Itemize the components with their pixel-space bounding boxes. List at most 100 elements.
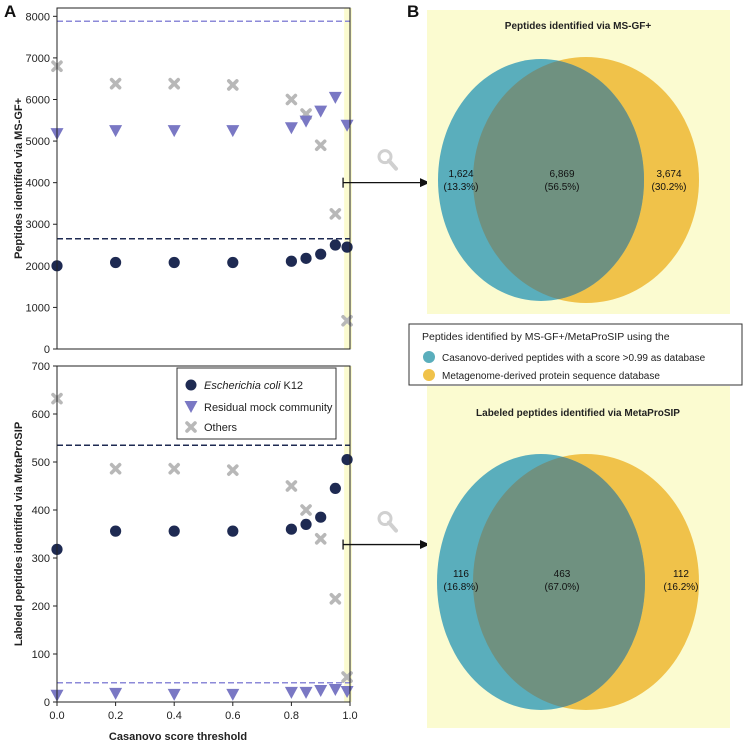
y-tick-label: 500 <box>32 457 50 469</box>
others-point <box>168 77 180 90</box>
ecoli-point <box>110 525 122 537</box>
venn-top-overlap-pct: (56.5%) <box>544 182 579 193</box>
others-point <box>227 79 239 91</box>
mock-point <box>167 688 181 701</box>
ecoli-point <box>168 256 180 269</box>
others-point <box>314 139 327 152</box>
scatter-legend: Escherichia coli K12 Residual mock commu… <box>176 367 337 440</box>
venn-legend-title: Peptides identified by MS-GF+/MetaProSIP… <box>422 331 670 343</box>
venn-top-right-count: 3,674 <box>656 169 681 180</box>
mock-point <box>328 684 342 697</box>
magnifier-icon <box>377 149 398 171</box>
y-tick-label: 7000 <box>26 53 50 65</box>
top-pointer <box>342 149 430 188</box>
legend-others-x <box>185 421 197 433</box>
legend-others-label: Others <box>204 422 238 434</box>
mock-point <box>299 686 313 699</box>
venn-bottom-left-count: 116 <box>453 569 469 580</box>
bottom-x-axis-label: Casanovo score threshold <box>109 731 247 743</box>
venn-bottom-left-pct: (16.8%) <box>443 582 478 593</box>
others-point <box>109 77 122 90</box>
top-y-axis-label: Peptides identified via MS-GF+ <box>13 98 25 259</box>
venn-legend-right-label: Metagenome-derived protein sequence data… <box>442 371 660 382</box>
bottom-pointer <box>342 511 430 550</box>
y-tick-label: 1000 <box>26 302 50 314</box>
bottom-x-axis: 0.0 0.2 0.4 0.6 0.8 1.0 <box>49 702 358 722</box>
mock-point <box>167 125 181 138</box>
bottom-reference-lines <box>57 444 350 684</box>
arrow-to-venn <box>342 177 430 188</box>
bottom-highlight-band <box>344 366 352 702</box>
venn-top-left-pct: (13.3%) <box>443 182 478 193</box>
panel-label-a: A <box>4 2 16 21</box>
y-tick-label: 700 <box>32 361 50 373</box>
x-tick-label: 1.0 <box>342 710 357 722</box>
legend-ecoli-italic: Escherichia coli <box>204 380 281 392</box>
others-point <box>285 480 298 492</box>
venn-legend: Peptides identified by MS-GF+/MetaProSIP… <box>408 323 743 386</box>
venn-top-overlap-count: 6,869 <box>549 169 574 180</box>
ecoli-point <box>110 256 122 269</box>
others-point <box>300 504 312 516</box>
y-tick-label: 200 <box>32 601 50 613</box>
venn-bottom-overlap-count: 463 <box>554 569 571 580</box>
venn-legend-left-label: Casanovo-derived peptides with a score >… <box>442 353 706 364</box>
y-tick-label: 2000 <box>26 261 50 273</box>
mock-point <box>314 684 328 697</box>
bottom-scatter-chart: 0 100 200 300 400 500 600 700 0.0 0.2 0.4 0.6 0.8 1.… <box>13 361 430 743</box>
top-scatter-chart: 0 1000 2000 3000 4000 5000 6000 7000 8000 Peptid… <box>13 7 430 356</box>
y-tick-label: 400 <box>32 505 50 517</box>
x-tick-label: 0.2 <box>108 710 123 722</box>
mock-point <box>284 686 298 699</box>
mock-point <box>109 687 123 700</box>
y-tick-label: 3000 <box>26 219 50 231</box>
ecoli-point <box>227 256 239 269</box>
x-tick-label: 0.6 <box>225 710 240 722</box>
venn-top-left-count: 1,624 <box>448 169 473 180</box>
bottom-y-axis-label: Labeled peptides identified via MetaProS… <box>13 422 25 646</box>
y-tick-label: 0 <box>44 697 50 709</box>
top-data-marks <box>50 60 354 327</box>
y-tick-label: 4000 <box>26 178 50 190</box>
arrow-to-venn <box>342 539 430 550</box>
ecoli-point <box>285 255 297 267</box>
venn-top-right-pct: (30.2%) <box>651 182 686 193</box>
mock-point <box>109 125 123 138</box>
venn-legend-right-swatch <box>423 369 435 381</box>
x-tick-label: 0.8 <box>284 710 299 722</box>
y-tick-label: 300 <box>32 553 50 565</box>
mock-point <box>299 115 313 128</box>
top-highlight-band <box>344 8 352 349</box>
x-tick-label: 0.4 <box>167 710 182 722</box>
ecoli-point <box>329 239 341 251</box>
x-tick-label: 0.0 <box>49 710 64 722</box>
venn-bottom-right-pct: (16.2%) <box>663 582 698 593</box>
y-tick-label: 0 <box>44 344 50 356</box>
legend-mock-label: Residual mock community <box>204 402 333 414</box>
others-point <box>109 462 122 475</box>
others-point <box>285 93 298 106</box>
venn-bottom-right-count: 112 <box>673 569 689 580</box>
venn-legend-box <box>408 323 743 386</box>
others-point <box>314 532 327 545</box>
ecoli-point <box>315 248 327 260</box>
mock-point <box>226 688 240 701</box>
others-point <box>329 592 342 605</box>
ecoli-point <box>300 252 312 264</box>
magnifier-icon <box>377 511 398 533</box>
mock-point <box>328 91 342 104</box>
venn-bottom-title: Labeled peptides identified via MetaProS… <box>476 408 680 419</box>
top-y-axis: 0 1000 2000 3000 4000 5000 6000 7000 8000 <box>26 11 57 356</box>
top-plot-frame <box>56 7 351 350</box>
others-point <box>329 208 342 220</box>
legend-mock-swatch <box>184 401 198 413</box>
venn-bottom-overlap-pct: (67.0%) <box>544 582 579 593</box>
legend-ecoli-swatch <box>185 379 197 391</box>
ecoli-point <box>168 525 180 537</box>
y-tick-label: 100 <box>32 649 50 661</box>
legend-ecoli-rest: K12 <box>280 380 303 392</box>
mock-point <box>284 122 298 135</box>
y-tick-label: 8000 <box>26 11 50 23</box>
y-tick-label: 600 <box>32 409 50 421</box>
